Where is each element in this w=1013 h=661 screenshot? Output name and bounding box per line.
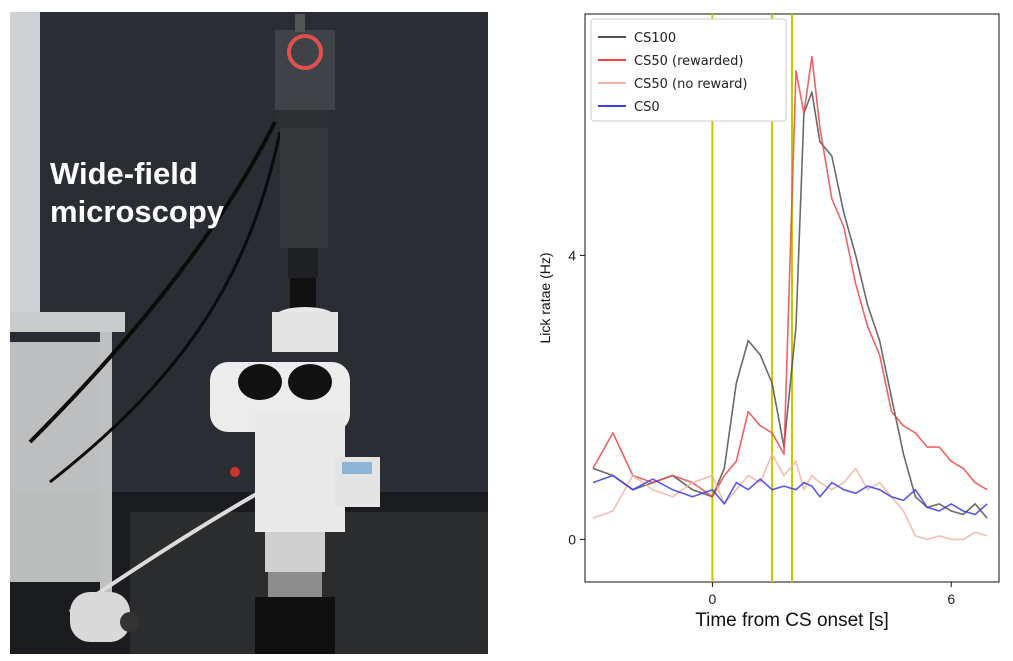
- series-lines: [592, 55, 988, 541]
- y-tick-label-0: 0: [568, 531, 576, 547]
- legend-label-3: CS0: [634, 100, 660, 115]
- legend: CS100 CS50 (rewarded) CS50 (no reward) CS0: [590, 18, 787, 122]
- lick-rate-chart: 0 6 0 4 Time from CS onset [s] Lick ratae (…: [520, 0, 1013, 661]
- series-line-2: [592, 453, 988, 541]
- axis-ticks: 0 6 0 4: [568, 247, 955, 607]
- microscope-photo: Wide-field microscopy: [10, 12, 488, 654]
- caption-line-2: microscopy: [50, 194, 225, 229]
- caption-line-1: Wide-field: [50, 156, 198, 191]
- x-axis-title: Time from CS onset [s]: [695, 610, 889, 631]
- legend-label-0: CS100: [634, 31, 676, 46]
- microscope-illustration: [10, 12, 488, 654]
- y-axis-title: Lick ratae (Hz): [537, 252, 553, 343]
- photo-caption: Wide-field microscopy: [50, 155, 224, 231]
- x-tick-label-0: 0: [708, 591, 716, 607]
- y-tick-label-1: 4: [568, 247, 576, 263]
- chart-canvas: 0 6 0 4 Time from CS onset [s] Lick ratae (…: [537, 13, 1000, 631]
- legend-box: [590, 18, 787, 122]
- legend-label-2: CS50 (no reward): [634, 77, 748, 92]
- legend-label-1: CS50 (rewarded): [634, 54, 743, 69]
- series-line-3: [592, 474, 988, 516]
- x-tick-label-1: 6: [947, 591, 955, 607]
